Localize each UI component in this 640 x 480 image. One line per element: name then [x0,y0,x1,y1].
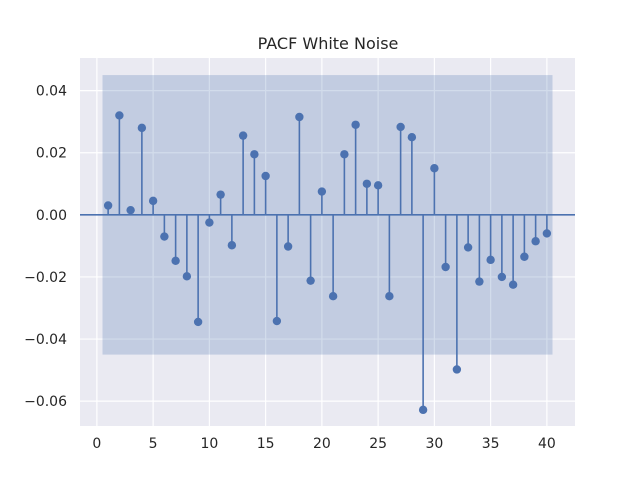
x-tick-label: 30 [425,436,443,452]
stem-marker-lag-8 [182,272,192,281]
stem-marker-lag-11 [216,190,225,199]
chart-title: PACF White Noise [258,34,399,53]
stem-marker-lag-35 [486,255,495,265]
stem-marker-lag-16 [272,316,282,326]
stem-marker-lag-1 [103,201,113,210]
stem-marker-lag-26 [385,291,394,301]
y-tick-label: 0.00 [36,208,67,224]
x-axis-tick-labels: 0 5 10 15 20 25 30 35 40 [92,436,555,452]
y-tick-label: −0.04 [24,332,67,348]
stem-marker-lag-7 [171,256,180,265]
stem-marker-lag-17 [283,242,293,251]
y-tick-label: −0.02 [24,270,67,286]
stem-marker-lag-4 [137,123,147,133]
y-axis-tick-labels: 0.04 0.02 0.00 −0.02 −0.04 −0.06 [24,84,67,411]
grid-lines [80,58,575,426]
x-tick-label: 35 [482,436,500,452]
stem-marker-lag-6 [160,232,169,241]
stem-marker-lag-31 [441,262,450,272]
y-tick-label: −0.06 [24,394,67,410]
x-tick-label: 15 [257,436,275,452]
stem-marker-lag-29 [418,405,428,415]
stem-marker-lag-19 [306,276,315,285]
x-tick-label: 20 [313,436,331,452]
stem-marker-lag-39 [531,237,540,246]
stem-marker-lag-37 [508,280,518,289]
stem-marker-lag-36 [497,272,507,282]
x-tick-label: 10 [200,436,218,452]
stem-marker-lag-2 [115,111,124,120]
plot-background [80,58,575,426]
stem-marker-lag-34 [475,277,484,286]
stem-marker-lag-14 [250,150,259,159]
stem-marker-lag-3 [126,205,135,215]
x-tick-label: 5 [149,436,158,452]
stem-marker-lag-20 [317,187,327,196]
stem-marker-lag-22 [340,150,349,159]
stem-marker-lag-5 [148,196,158,206]
x-tick-label: 25 [369,436,387,452]
stem-markers [103,111,552,415]
x-tick-label: 0 [92,436,101,452]
stem-marker-lag-21 [328,291,338,301]
stem-marker-lag-13 [238,131,248,140]
stem-marker-lag-32 [452,365,462,374]
stem-marker-lag-25 [373,181,383,190]
x-tick-label: 40 [538,436,556,452]
stem-marker-lag-33 [463,243,473,252]
stem-marker-lag-38 [520,252,529,261]
stem-marker-lag-12 [227,241,237,250]
stem-marker-lag-15 [261,171,270,181]
stem-marker-lag-30 [430,164,439,173]
stem-marker-lag-28 [407,132,417,142]
y-tick-label: 0.04 [36,84,67,100]
y-tick-label: 0.02 [36,146,67,162]
stem-marker-lag-18 [295,112,304,122]
stem-marker-lag-23 [351,120,360,129]
stem-marker-lag-24 [362,179,372,188]
stem-marker-lag-40 [542,229,552,238]
stem-series [107,115,548,410]
stem-marker-lag-10 [205,218,214,227]
stem-marker-lag-9 [193,317,203,327]
stem-marker-lag-27 [396,122,405,132]
